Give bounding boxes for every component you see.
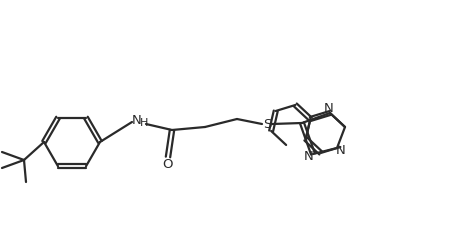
Text: H: H bbox=[140, 118, 148, 128]
Text: N: N bbox=[303, 149, 313, 162]
Text: N: N bbox=[336, 143, 345, 156]
Text: N: N bbox=[324, 102, 333, 115]
Text: N: N bbox=[132, 114, 141, 127]
Text: S: S bbox=[262, 118, 271, 131]
Text: O: O bbox=[162, 158, 173, 171]
